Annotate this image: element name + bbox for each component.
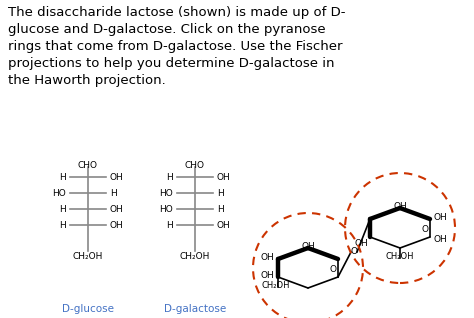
Text: H: H <box>166 220 173 230</box>
Text: OH: OH <box>217 172 231 182</box>
Text: OH: OH <box>393 202 407 211</box>
Text: OH: OH <box>260 271 274 280</box>
Text: CH₂OH: CH₂OH <box>386 252 414 261</box>
Text: H: H <box>217 189 224 197</box>
Text: H: H <box>110 189 117 197</box>
Text: CHO: CHO <box>78 161 98 170</box>
Text: the Haworth projection.: the Haworth projection. <box>8 74 166 87</box>
Text: OH: OH <box>217 220 231 230</box>
Text: OH: OH <box>354 238 368 247</box>
Text: CH₂OH: CH₂OH <box>180 252 210 261</box>
Text: projections to help you determine D-galactose in: projections to help you determine D-gala… <box>8 57 335 70</box>
Text: OH: OH <box>434 212 448 222</box>
Text: OH: OH <box>110 220 124 230</box>
Text: OH: OH <box>110 204 124 213</box>
Text: OH: OH <box>260 252 274 261</box>
Text: O: O <box>329 265 337 273</box>
Text: HO: HO <box>159 189 173 197</box>
Text: D-galactose: D-galactose <box>164 304 226 314</box>
Text: OH: OH <box>110 172 124 182</box>
Text: glucose and D-galactose. Click on the pyranose: glucose and D-galactose. Click on the py… <box>8 23 326 36</box>
Text: H: H <box>217 204 224 213</box>
Text: D-glucose: D-glucose <box>62 304 114 314</box>
Text: CH₂OH: CH₂OH <box>73 252 103 261</box>
Text: O: O <box>421 225 428 233</box>
Text: H: H <box>59 172 66 182</box>
Text: H: H <box>59 220 66 230</box>
Text: O: O <box>350 247 357 257</box>
Text: OH: OH <box>301 242 315 251</box>
Text: The disaccharide lactose (shown) is made up of D-: The disaccharide lactose (shown) is made… <box>8 6 346 19</box>
Text: HO: HO <box>52 189 66 197</box>
Text: OH: OH <box>434 234 448 244</box>
Text: H: H <box>166 172 173 182</box>
Text: CHO: CHO <box>185 161 205 170</box>
Text: HO: HO <box>159 204 173 213</box>
Text: CH₂OH: CH₂OH <box>262 281 290 290</box>
Text: rings that come from D-galactose. Use the Fischer: rings that come from D-galactose. Use th… <box>8 40 343 53</box>
Text: H: H <box>59 204 66 213</box>
